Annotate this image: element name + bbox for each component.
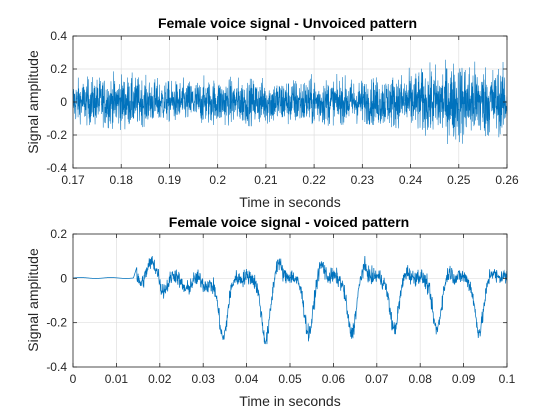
x-tick-label: 0.23 [351,173,375,187]
x-tick-label: 0.06 [322,372,346,386]
y-tick-label: 0 [60,271,67,285]
y-tick-label: 0.2 [50,62,67,76]
x-tick-label: 0 [70,372,77,386]
x-tick-label: 0.25 [447,173,471,187]
chart-title: Female voice signal - voiced pattern [169,214,409,230]
x-ticks: 0 0.01 0.02 0.03 0.04 0.05 0.06 0.07 0.08 0.09 0.1 [70,234,516,386]
data-series [72,59,508,145]
x-tick-label: 0.03 [192,372,216,386]
y-tick-label: 0.2 [50,227,67,241]
x-tick-label: 0.04 [235,372,259,386]
y-tick-label: -0.4 [46,360,67,374]
x-tick-label: 0.17 [61,173,85,187]
x-tick-label: 0.2 [209,173,226,187]
x-axis-label: Time in seconds [239,393,340,409]
signal-line [72,59,508,145]
data-series [72,255,508,345]
x-tick-label: 0.09 [452,372,476,386]
y-tick-label: -0.2 [46,316,67,330]
y-ticks: -0.4 -0.2 0 0.2 0.4 [46,29,507,175]
x-tick-label: 0.02 [148,372,172,386]
y-tick-label: 0.4 [50,29,67,43]
chart-unvoiced: Female voice signal - Unvoiced pattern 0… [25,15,519,210]
y-axis-label: Signal amplitude [25,248,41,352]
x-tick-label: 0.21 [254,173,278,187]
chart-voiced: Female voice signal - voiced pattern 0 0.… [25,214,516,409]
x-tick-label: 0.01 [105,372,129,386]
x-tick-label: 0.1 [499,372,516,386]
x-tick-label: 0.18 [110,173,134,187]
x-axis-label: Time in seconds [239,194,340,210]
y-axis-label: Signal amplitude [25,50,41,154]
x-tick-label: 0.07 [365,372,389,386]
y-tick-label: -0.4 [46,161,67,175]
x-tick-label: 0.22 [302,173,326,187]
x-tick-label: 0.24 [399,173,423,187]
signal-line [72,255,508,345]
x-tick-label: 0.19 [158,173,182,187]
x-tick-label: 0.05 [278,372,302,386]
x-tick-label: 0.08 [409,372,433,386]
y-ticks: -0.4 -0.2 0 0.2 [46,227,507,374]
x-ticks: 0.17 0.18 0.19 0.2 0.21 0.22 0.23 0.24 0.25 0.26 [61,36,519,187]
chart-title: Female voice signal - Unvoiced pattern [158,15,417,31]
y-tick-label: 0 [60,95,67,109]
y-tick-label: -0.2 [46,128,67,142]
x-tick-label: 0.26 [495,173,519,187]
